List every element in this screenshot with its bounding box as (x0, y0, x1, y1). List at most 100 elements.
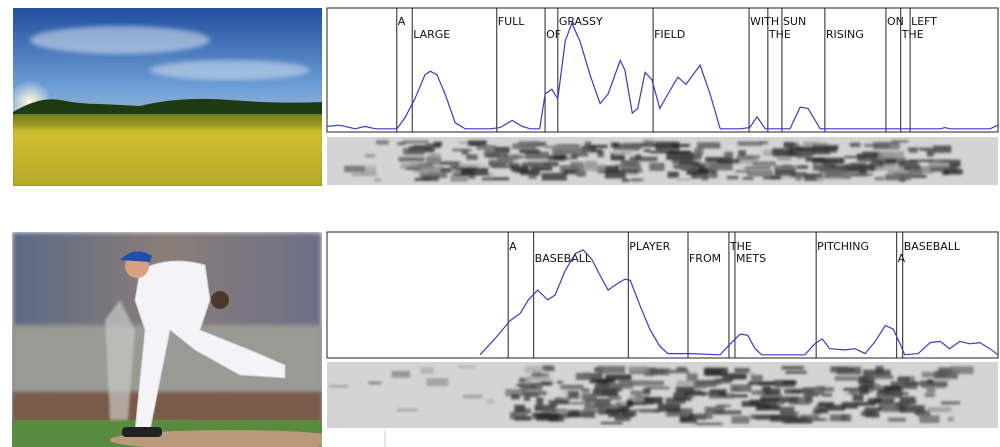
spectrogram-band (893, 173, 911, 180)
spectrogram-band (548, 162, 559, 166)
attention-curve (480, 250, 998, 355)
spectrogram-band (927, 149, 934, 156)
spectrogram-band (878, 151, 904, 158)
spectrogram-band (776, 402, 784, 405)
spectrogram-band (623, 143, 641, 149)
spectrogram-band (927, 388, 936, 392)
spectrogram-band (919, 415, 939, 423)
spectrogram-band (420, 367, 433, 373)
spectrogram-band (743, 177, 754, 180)
spectrogram-band (428, 153, 441, 157)
spectrogram-band (426, 157, 441, 165)
spectrogram-band (669, 151, 691, 154)
spectrogram-band (644, 397, 663, 404)
spectrogram (327, 137, 998, 185)
spectrogram-band (511, 166, 529, 171)
spectrogram-band (632, 179, 638, 181)
spectrogram-band (782, 381, 797, 384)
spectrogram-band (468, 140, 487, 145)
word-label: A (509, 240, 517, 253)
spectrogram-band (570, 402, 588, 404)
spectrogram-band (780, 407, 795, 414)
spectrogram-band (611, 142, 620, 147)
spectrogram-band (571, 162, 584, 170)
spectrogram-band (399, 157, 425, 162)
spectrogram-band (513, 155, 523, 158)
spectrogram-band (933, 145, 951, 152)
spectrogram-band (745, 166, 771, 169)
word-label: FIELD (654, 28, 685, 41)
spectrogram-band (614, 170, 638, 173)
spectrogram-band (673, 398, 689, 401)
spectrogram-band (639, 143, 662, 145)
spectrogram-band (869, 375, 893, 379)
word-label: OF (546, 28, 561, 41)
spectrogram-band (941, 401, 960, 404)
spectrogram-band (643, 389, 651, 395)
spectrogram-band (851, 173, 872, 175)
spectrogram-band (864, 144, 891, 147)
spectrogram-band (948, 417, 954, 422)
spectrogram-band (732, 395, 747, 398)
spectrogram-band (582, 372, 590, 379)
spectrogram-band (463, 395, 483, 399)
word-label: GRASSY (559, 15, 603, 28)
spectrogram-band (397, 409, 418, 412)
spectrogram-band (649, 163, 664, 171)
word-label: THE (768, 28, 791, 41)
spectrogram-band (542, 407, 557, 412)
spectrogram-band (514, 405, 525, 413)
spectrogram-band (441, 168, 451, 172)
word-label: WITH (750, 15, 779, 28)
spectrogram-band (763, 177, 781, 179)
word-label: FULL (498, 15, 526, 28)
spectrogram-band (622, 179, 630, 182)
spectrogram-band (608, 396, 621, 400)
word-label: METS (736, 252, 766, 265)
spectrogram-band (724, 152, 733, 159)
word-label: FROM (689, 252, 721, 265)
spectrogram-band (898, 377, 909, 382)
spectrogram-band (830, 366, 848, 372)
spectrogram-band (582, 164, 605, 171)
spectrogram-band (817, 178, 842, 181)
spectrogram-band (877, 167, 904, 170)
spectrogram-band (557, 381, 563, 384)
spectrogram-band (526, 376, 553, 381)
spectrogram-band (487, 399, 495, 404)
spectrogram-band (849, 388, 858, 395)
spectrogram-band (868, 398, 882, 402)
spectrogram-band (512, 143, 536, 149)
spectrogram-band (376, 140, 389, 144)
field-photo (8, 8, 322, 186)
spectrogram-band (584, 407, 596, 410)
spectrogram-band (374, 178, 381, 181)
spectrogram-band (397, 142, 405, 145)
spectrogram-band (864, 408, 881, 411)
spectrogram-band (708, 164, 733, 171)
spectrogram-band (797, 151, 812, 158)
spectrogram-band (650, 368, 670, 375)
spectrogram-band (635, 409, 653, 412)
word-label: A (398, 15, 406, 28)
spectrogram-band (908, 160, 933, 162)
spectrogram-band (696, 423, 722, 425)
word-label: A (898, 252, 906, 265)
spectrogram-band (748, 372, 755, 374)
spectrogram-band (458, 366, 475, 369)
spectrogram-band (601, 422, 623, 424)
page: {"chart_data": [ {"type": "line", "color… (0, 0, 1000, 447)
spectrogram-band (462, 150, 469, 154)
spectrogram-band (344, 166, 365, 172)
spectrogram-band (888, 418, 906, 422)
spectrogram-band (615, 417, 631, 421)
spectrogram-band (929, 163, 949, 167)
spectrogram-band (785, 371, 806, 374)
spectrogram-band (451, 175, 468, 181)
spectrogram-band (541, 381, 553, 384)
spectrogram-band (752, 161, 775, 165)
spectrogram-band (677, 381, 694, 387)
spectrogram-band (560, 147, 587, 154)
spectrogram-band (368, 382, 381, 385)
spectrogram-band (734, 368, 749, 373)
